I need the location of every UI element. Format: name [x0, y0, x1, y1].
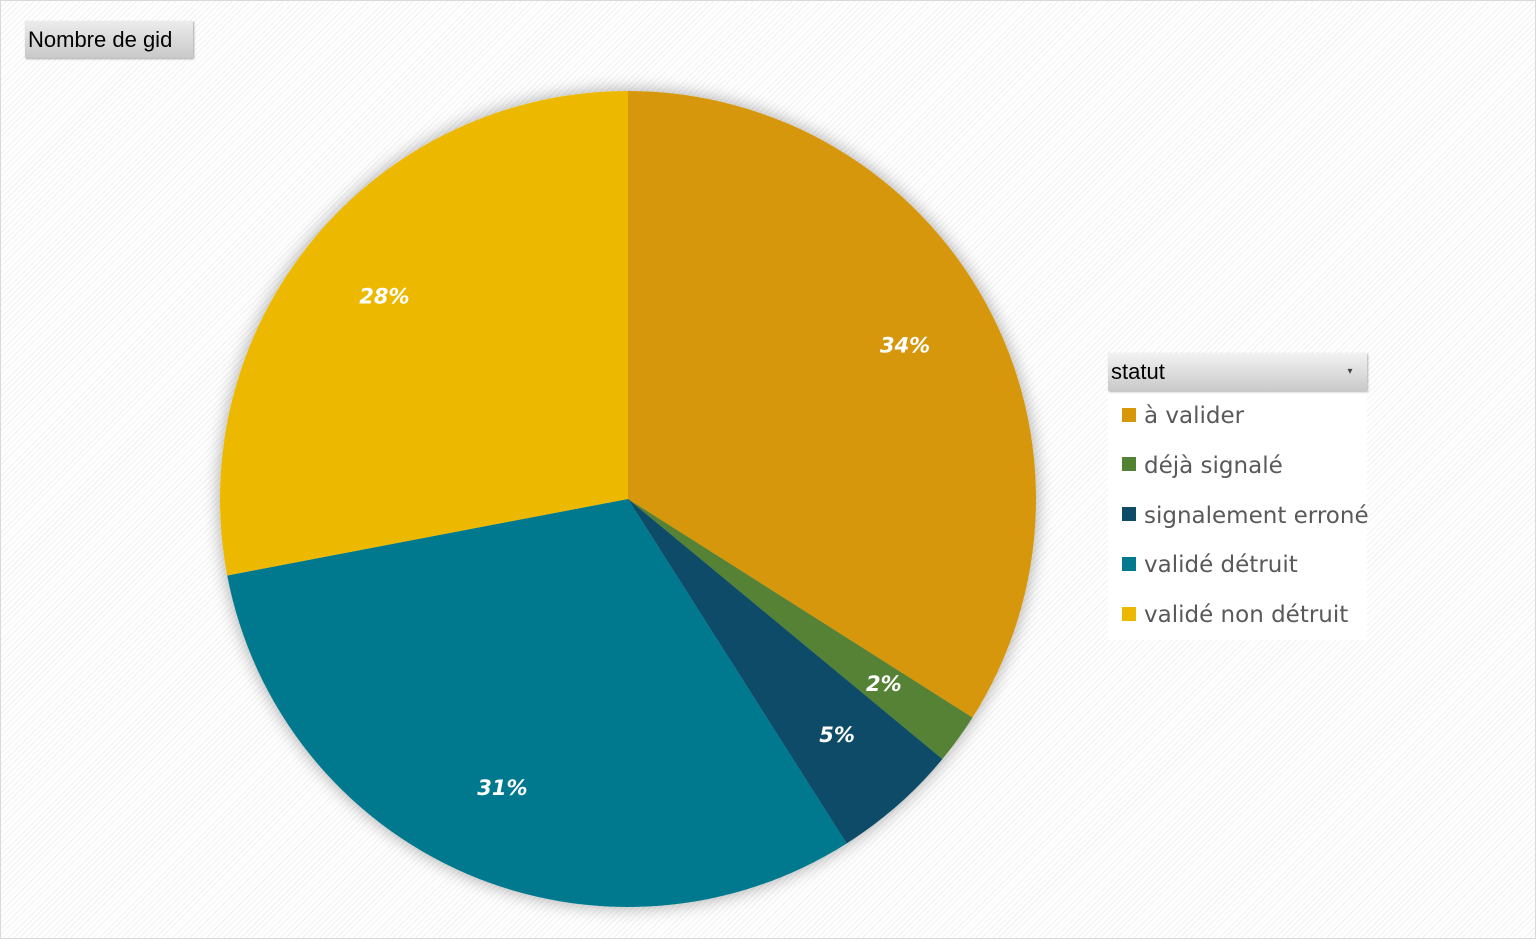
legend-label-3: validé détruit	[1144, 552, 1298, 579]
legend-swatch-4	[1122, 606, 1136, 621]
legend-item-3: validé détruit	[1122, 550, 1298, 580]
legend-header-label: statut	[1111, 359, 1165, 384]
legend-swatch-2	[1122, 507, 1136, 522]
pie-slice-4[interactable]	[220, 91, 628, 576]
legend-label-0: à valider	[1144, 403, 1245, 429]
legend-label-2: signalement erroné	[1144, 502, 1369, 529]
legend-item-2: signalement erroné	[1122, 501, 1369, 531]
legend-item-1: déjà signalé	[1122, 451, 1283, 481]
legend-item-0: à valider	[1122, 401, 1244, 431]
pie-label-2: 5%	[819, 723, 855, 747]
legend-swatch-3	[1122, 556, 1136, 571]
pie-label-0: 34%	[880, 334, 930, 358]
pie-slice-0[interactable]	[628, 91, 1036, 718]
value-field-button[interactable]: Nombre de gid	[25, 21, 193, 58]
pie-data-labels: 34% 2% 5% 31% 28%	[359, 284, 930, 800]
pie-label-1: 2%	[866, 672, 902, 696]
legend-filter-button[interactable]: statut ▾	[1108, 353, 1367, 391]
pie-slice-2[interactable]	[628, 499, 943, 844]
pie-label-3: 31%	[477, 776, 527, 800]
legend-label-1: déjà signalé	[1144, 452, 1283, 479]
pie-slices	[220, 91, 1036, 907]
legend-label-4: validé non détruit	[1144, 602, 1349, 629]
legend-swatch-1	[1122, 457, 1136, 472]
pie-slice-3[interactable]	[227, 499, 847, 907]
dropdown-arrow-icon[interactable]: ▾	[1347, 366, 1353, 377]
pie-slice-1[interactable]	[628, 499, 973, 760]
pie-label-4: 28%	[359, 284, 409, 308]
legend-item-4: validé non détruit	[1122, 600, 1348, 630]
legend: statut ▾ à valider déjà signalé signalemen…	[1108, 353, 1369, 640]
legend-swatch-0	[1122, 407, 1136, 422]
